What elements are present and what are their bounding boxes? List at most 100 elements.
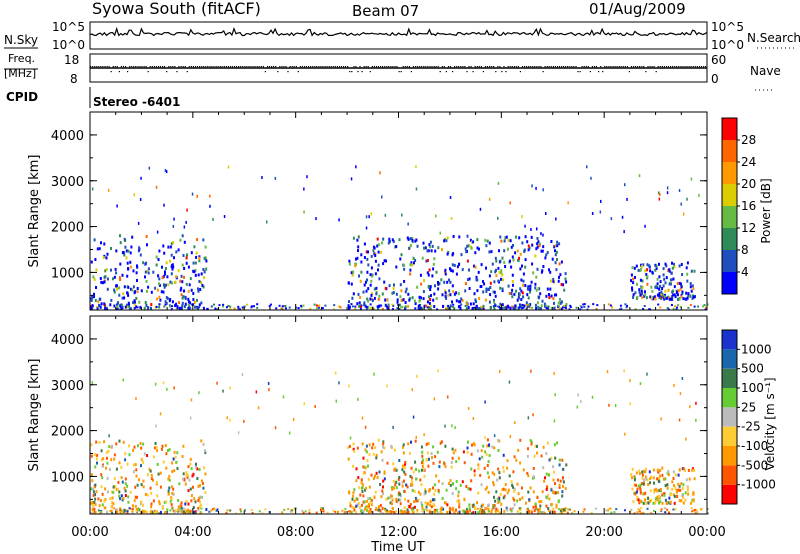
colorbar-swatch bbox=[722, 446, 737, 466]
nave-dot bbox=[332, 66, 334, 68]
echo-cell bbox=[494, 256, 497, 260]
echo-cell bbox=[551, 257, 554, 261]
nave-dot bbox=[480, 66, 482, 68]
echo-cell bbox=[550, 488, 553, 492]
echo-cell bbox=[130, 507, 133, 510]
echo-cell bbox=[92, 275, 95, 279]
echo-cell bbox=[363, 256, 366, 259]
echo-cell bbox=[426, 249, 429, 253]
nave-dot bbox=[678, 66, 680, 68]
freq-tick-bottom: 8 bbox=[70, 72, 78, 86]
echo-cell bbox=[387, 510, 390, 513]
echo-cell bbox=[505, 306, 508, 310]
echo-cell bbox=[430, 304, 433, 307]
echo-cell bbox=[632, 281, 635, 285]
echo-cell bbox=[213, 507, 216, 510]
nave-dot bbox=[558, 66, 561, 68]
echo-cell bbox=[136, 264, 138, 268]
echo-cell bbox=[376, 305, 379, 309]
echo-cell bbox=[303, 402, 305, 406]
echo-cell bbox=[149, 486, 152, 490]
echo-cell bbox=[355, 497, 358, 501]
echo-cell bbox=[652, 468, 655, 472]
nave-dot bbox=[427, 66, 429, 68]
echo-cell bbox=[550, 307, 553, 310]
echo-cell bbox=[618, 308, 621, 311]
echo-cell bbox=[447, 395, 449, 399]
echo-cell bbox=[159, 471, 162, 475]
echo-cell bbox=[100, 499, 103, 503]
echo-cell bbox=[631, 286, 633, 290]
freq-label-line1: Freq. bbox=[8, 52, 35, 65]
echo-cell bbox=[545, 294, 548, 298]
echo-cell bbox=[565, 302, 568, 306]
echo-cell bbox=[527, 303, 530, 306]
nave-dot bbox=[151, 66, 153, 68]
echo-cell bbox=[527, 416, 530, 420]
echo-cell bbox=[139, 305, 142, 309]
echo-cell bbox=[430, 249, 433, 253]
echo-cell bbox=[632, 500, 635, 504]
echo-cell bbox=[682, 467, 685, 471]
echo-cell bbox=[360, 503, 363, 507]
echo-cell bbox=[321, 307, 324, 310]
echo-cell bbox=[229, 418, 231, 422]
echo-cell bbox=[512, 496, 515, 500]
echo-cell bbox=[473, 292, 476, 296]
echo-cell bbox=[682, 501, 685, 505]
echo-cell bbox=[189, 301, 192, 305]
echo-cell bbox=[512, 470, 515, 474]
nave-dot bbox=[526, 66, 528, 68]
echo-cell bbox=[121, 511, 124, 514]
nave-tick-top: 60 bbox=[711, 53, 726, 67]
echo-cell bbox=[90, 443, 93, 447]
echo-cell bbox=[406, 485, 409, 489]
echo-cell bbox=[547, 507, 550, 511]
echo-cell bbox=[414, 496, 417, 500]
colorbar-tick-label: -100 bbox=[741, 439, 768, 453]
echo-cell bbox=[361, 512, 364, 514]
echo-cell bbox=[156, 463, 159, 466]
echo-cell bbox=[502, 278, 504, 282]
echo-cell bbox=[434, 489, 437, 492]
nave-dot bbox=[441, 66, 443, 68]
echo-cell bbox=[539, 292, 542, 296]
echo-cell bbox=[91, 187, 94, 191]
echo-cell bbox=[634, 492, 637, 496]
echo-cell bbox=[136, 508, 138, 510]
echo-cell bbox=[436, 508, 438, 512]
echo-cell bbox=[102, 256, 105, 259]
echo-cell bbox=[433, 292, 436, 296]
echo-cell bbox=[399, 502, 402, 506]
echo-cell bbox=[170, 253, 173, 257]
nave-dot bbox=[112, 66, 114, 68]
echo-cell bbox=[198, 303, 201, 307]
echo-cell bbox=[126, 303, 128, 306]
echo-cell bbox=[502, 496, 505, 500]
echo-cell bbox=[194, 268, 197, 272]
echo-cell bbox=[133, 193, 135, 197]
nave-dot bbox=[690, 66, 692, 68]
echo-cell bbox=[546, 307, 549, 310]
echo-cell bbox=[544, 476, 546, 480]
echo-cell bbox=[528, 305, 531, 308]
echo-cell bbox=[179, 507, 182, 511]
echo-cell bbox=[138, 478, 140, 482]
echo-cell bbox=[524, 284, 527, 287]
echo-cell bbox=[105, 256, 108, 260]
nave-dot bbox=[696, 66, 698, 68]
nave-dot bbox=[423, 66, 425, 68]
echo-cell bbox=[155, 255, 158, 259]
echo-cell bbox=[362, 500, 365, 504]
echo-cell bbox=[409, 268, 412, 272]
echo-cell bbox=[91, 508, 94, 511]
echo-cell bbox=[500, 277, 502, 281]
echo-cell bbox=[526, 304, 529, 308]
echo-cell bbox=[109, 510, 112, 513]
echo-cell bbox=[676, 491, 678, 495]
echo-cell bbox=[458, 304, 461, 308]
echo-cell bbox=[559, 301, 562, 305]
echo-cell bbox=[476, 449, 479, 453]
echo-cell bbox=[646, 263, 649, 267]
echo-cell bbox=[194, 305, 197, 309]
